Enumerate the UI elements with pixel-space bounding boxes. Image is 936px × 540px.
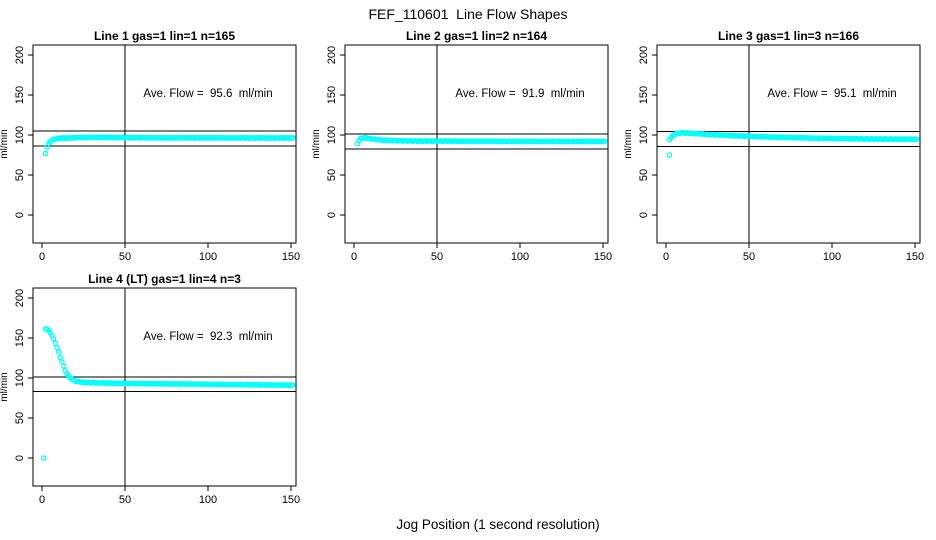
y-axis-tick-label: 0 — [326, 212, 338, 218]
data-point — [54, 344, 60, 351]
y-axis-tick-label: 100 — [638, 126, 650, 144]
data-point — [289, 135, 296, 141]
data-point — [57, 354, 64, 361]
panel-plot: 0 50 100 150 200 0 50 100 150 ml/min — [0, 44, 300, 263]
ave-flow-annotation: Ave. Flow = 95.6 ml/min — [143, 88, 273, 100]
outlier-point — [40, 455, 47, 461]
x-axis-tick-label: 150 — [906, 251, 924, 263]
x-axis-label: Jog Position (1 second resolution) — [396, 517, 600, 532]
data-points — [354, 134, 608, 147]
panel-title: Line 1 gas=1 lin=1 n=165 — [93, 29, 236, 43]
x-axis-tick-label: 0 — [351, 251, 357, 263]
plot-box — [32, 287, 297, 487]
data-points — [666, 129, 920, 158]
y-axis-tick-label: 150 — [14, 329, 26, 347]
x-axis-tick-label: 0 — [39, 494, 45, 506]
y-axis-tick-label: 100 — [326, 126, 338, 144]
panel-title: Line 2 gas=1 lin=2 n=164 — [405, 29, 548, 43]
panel-plot: 0 50 100 150 200 0 50 100 150 ml/min — [0, 287, 300, 506]
y-axis-tick-label: 0 — [14, 455, 26, 461]
y-axis-title: ml/min — [0, 129, 10, 158]
x-axis-tick-label: 50 — [431, 251, 443, 263]
y-axis-tick-label: 200 — [638, 46, 650, 64]
x-axis-tick-label: 100 — [199, 251, 217, 263]
y-axis-tick-label: 150 — [326, 86, 338, 104]
data-point — [601, 138, 608, 145]
y-axis-tick-label: 50 — [14, 412, 26, 424]
ave-flow-annotation: Ave. Flow = 92.3 ml/min — [143, 331, 273, 343]
y-axis-tick-label: 100 — [14, 369, 26, 387]
y-axis-title: ml/min — [624, 129, 634, 158]
y-axis-tick-label: 150 — [14, 86, 26, 104]
x-axis-tick-label: 100 — [823, 251, 841, 263]
panel-line-3: Line 3 gas=1 lin=3 n=166 Ave. Flow = 95.… — [624, 25, 936, 270]
panel-line-4: Line 4 (LT) gas=1 lin=4 n=3 Ave. Flow = … — [0, 268, 312, 513]
data-point — [289, 382, 296, 388]
x-axis-tick-label: 50 — [119, 494, 131, 506]
x-axis-tick-label: 150 — [594, 251, 612, 263]
y-axis-tick-label: 200 — [14, 289, 26, 307]
outlier-point — [666, 152, 673, 158]
ave-flow-annotation: Ave. Flow = 95.1 ml/min — [767, 88, 897, 100]
y-axis-tick-label: 200 — [326, 46, 338, 64]
data-point — [55, 349, 62, 355]
x-axis-tick-label: 0 — [663, 251, 669, 263]
outlier-point — [42, 150, 49, 157]
x-axis-tick-label: 150 — [282, 494, 300, 506]
plot-box — [656, 44, 921, 244]
panel-title: Line 3 gas=1 lin=3 n=166 — [717, 29, 860, 43]
data-point — [60, 363, 67, 369]
x-axis-tick-label: 100 — [199, 494, 217, 506]
data-points — [42, 134, 296, 157]
x-axis-tick-label: 0 — [39, 251, 45, 263]
x-axis-tick-label: 50 — [743, 251, 755, 263]
data-point — [50, 336, 57, 342]
panel-plot: 0 50 100 150 200 0 50 100 150 ml/min — [312, 44, 612, 263]
y-axis-tick-label: 0 — [638, 212, 650, 218]
data-points — [40, 325, 296, 461]
plot-box — [32, 44, 297, 244]
x-axis-tick-label: 100 — [511, 251, 529, 263]
x-axis-tick-label: 50 — [119, 251, 131, 263]
y-axis-tick-label: 100 — [14, 126, 26, 144]
data-point — [913, 136, 920, 142]
x-axis-tick-label: 150 — [282, 251, 300, 263]
y-axis-title: ml/min — [0, 372, 10, 401]
y-axis-tick-label: 200 — [14, 46, 26, 64]
y-axis-tick-label: 50 — [14, 169, 26, 181]
panel-title: Line 4 (LT) gas=1 lin=4 n=3 — [88, 272, 241, 286]
panel-line-2: Line 2 gas=1 lin=2 n=164 Ave. Flow = 91.… — [312, 25, 624, 270]
y-axis-tick-label: 0 — [14, 212, 26, 218]
figure-title: FEF_110601 Line Flow Shapes — [368, 6, 568, 22]
y-axis-tick-label: 50 — [326, 169, 338, 181]
y-axis-tick-label: 50 — [638, 169, 650, 181]
y-axis-tick-label: 150 — [638, 86, 650, 104]
panel-line-1: Line 1 gas=1 lin=1 n=165 Ave. Flow = 95.… — [0, 25, 312, 270]
plot-box — [344, 44, 609, 244]
y-axis-title: ml/min — [312, 129, 322, 158]
ave-flow-annotation: Ave. Flow = 91.9 ml/min — [455, 88, 585, 100]
panel-plot: 0 50 100 150 200 0 50 100 150 ml/min — [624, 44, 924, 263]
